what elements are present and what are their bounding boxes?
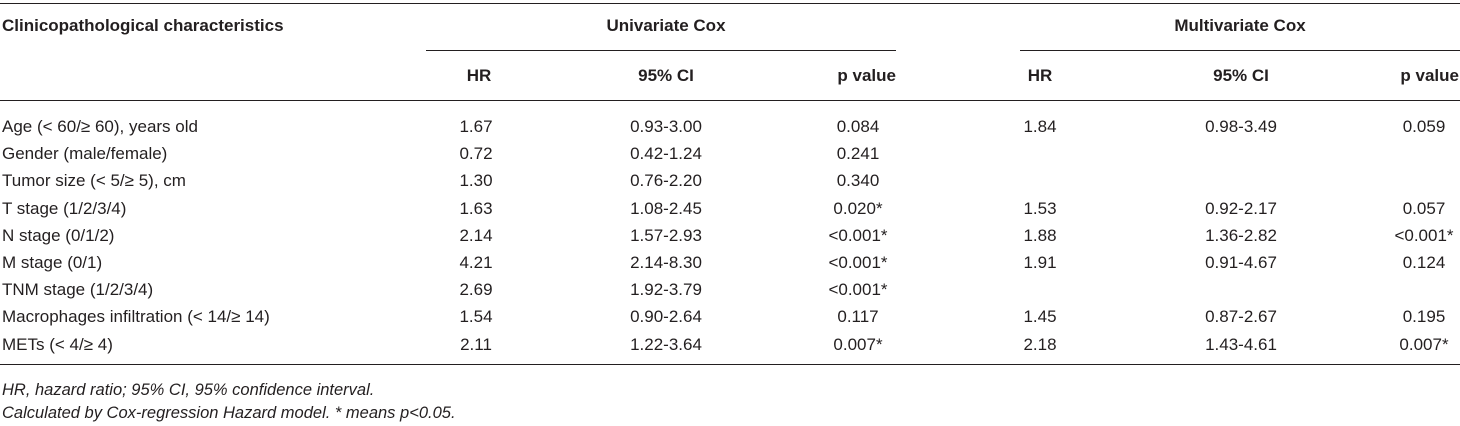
row-label: T stage (1/2/3/4) xyxy=(2,199,127,218)
row-label: METs (< 4/≥ 4) xyxy=(2,335,113,354)
row-label: N stage (0/1/2) xyxy=(2,226,115,245)
multivariate-hr-header: HR xyxy=(1027,66,1053,85)
univariate-hr-cell: 4.21 xyxy=(459,253,493,272)
multivariate-hr-cell: 1.84 xyxy=(1023,117,1057,136)
multivariate-p-cell: 0.057 xyxy=(1402,199,1446,218)
row-label: Age (< 60/≥ 60), years old xyxy=(2,117,198,136)
multivariate-ci-cell: 0.98-3.49 xyxy=(1205,117,1277,136)
multivariate-hr-cell: 2.18 xyxy=(1023,335,1057,354)
multivariate-hr-cell: 1.45 xyxy=(1023,307,1057,326)
univariate-ci-cell: 0.76-2.20 xyxy=(630,171,702,190)
row-label: Tumor size (< 5/≥ 5), cm xyxy=(2,171,186,190)
univariate-p-cell: <0.001* xyxy=(828,226,888,245)
footnote-abbreviations: HR, hazard ratio; 95% CI, 95% confidence… xyxy=(2,381,375,399)
univariate-ci-cell: 0.93-3.00 xyxy=(630,117,702,136)
univariate-p-cell: 0.241 xyxy=(836,144,880,163)
univariate-ci-header: 95% CI xyxy=(638,66,694,85)
univariate-p-cell: 0.084 xyxy=(836,117,880,136)
univariate-p-cell: 0.340 xyxy=(836,171,880,190)
univariate-ci-cell: 1.57-2.93 xyxy=(630,226,702,245)
univariate-p-cell: <0.001* xyxy=(828,253,888,272)
multivariate-p-cell: 0.195 xyxy=(1402,307,1446,326)
multivariate-p-cell: 0.007* xyxy=(1399,335,1449,354)
univariate-ci-cell: 0.90-2.64 xyxy=(630,307,702,326)
univariate-ci-cell: 1.92-3.79 xyxy=(630,280,702,299)
header-bottom-rule xyxy=(0,100,1460,101)
row-label: M stage (0/1) xyxy=(2,253,103,272)
univariate-hr-cell: 2.14 xyxy=(459,226,493,245)
univariate-p-header: p value xyxy=(837,66,896,85)
multivariate-p-cell: <0.001* xyxy=(1394,226,1454,245)
univariate-p-cell: 0.007* xyxy=(833,335,883,354)
univariate-hr-cell: 1.67 xyxy=(459,117,493,136)
univariate-p-cell: 0.117 xyxy=(837,307,879,326)
multivariate-group-rule xyxy=(1020,50,1460,51)
multivariate-ci-cell: 0.91-4.67 xyxy=(1205,253,1277,272)
table-top-rule xyxy=(0,3,1460,4)
univariate-hr-cell: 1.63 xyxy=(459,199,493,218)
multivariate-ci-header: 95% CI xyxy=(1213,66,1269,85)
univariate-header: Univariate Cox xyxy=(606,16,726,35)
multivariate-ci-cell: 1.43-4.61 xyxy=(1205,335,1277,354)
table-bottom-rule xyxy=(0,364,1460,365)
multivariate-hr-cell: 1.91 xyxy=(1023,253,1057,272)
univariate-ci-cell: 1.22-3.64 xyxy=(630,335,702,354)
multivariate-ci-cell: 0.87-2.67 xyxy=(1205,307,1277,326)
row-label: Gender (male/female) xyxy=(2,144,168,163)
row-label: Macrophages infiltration (< 14/≥ 14) xyxy=(2,307,270,326)
multivariate-ci-cell: 1.36-2.82 xyxy=(1205,226,1277,245)
multivariate-hr-cell: 1.88 xyxy=(1023,226,1057,245)
univariate-ci-cell: 1.08-2.45 xyxy=(630,199,702,218)
characteristics-header: Clinicopathological characteristics xyxy=(2,16,284,35)
univariate-hr-cell: 1.54 xyxy=(459,307,493,326)
univariate-ci-cell: 0.42-1.24 xyxy=(630,144,702,163)
univariate-hr-cell: 1.30 xyxy=(459,171,493,190)
univariate-hr-cell: 2.69 xyxy=(459,280,493,299)
row-label: TNM stage (1/2/3/4) xyxy=(2,280,154,299)
univariate-p-cell: <0.001* xyxy=(828,280,888,299)
univariate-hr-cell: 2.11 xyxy=(460,335,492,354)
footnote-method: Calculated by Cox-regression Hazard mode… xyxy=(2,404,456,422)
multivariate-p-cell: 0.124 xyxy=(1402,253,1446,272)
multivariate-hr-cell: 1.53 xyxy=(1023,199,1057,218)
multivariate-p-cell: 0.059 xyxy=(1402,117,1446,136)
multivariate-ci-cell: 0.92-2.17 xyxy=(1205,199,1277,218)
univariate-group-rule xyxy=(426,50,896,51)
univariate-hr-cell: 0.72 xyxy=(459,144,493,163)
univariate-hr-header: HR xyxy=(466,66,492,85)
univariate-p-cell: 0.020* xyxy=(833,199,883,218)
univariate-ci-cell: 2.14-8.30 xyxy=(630,253,702,272)
multivariate-p-header: p value xyxy=(1400,66,1459,85)
multivariate-header: Multivariate Cox xyxy=(1174,16,1306,35)
